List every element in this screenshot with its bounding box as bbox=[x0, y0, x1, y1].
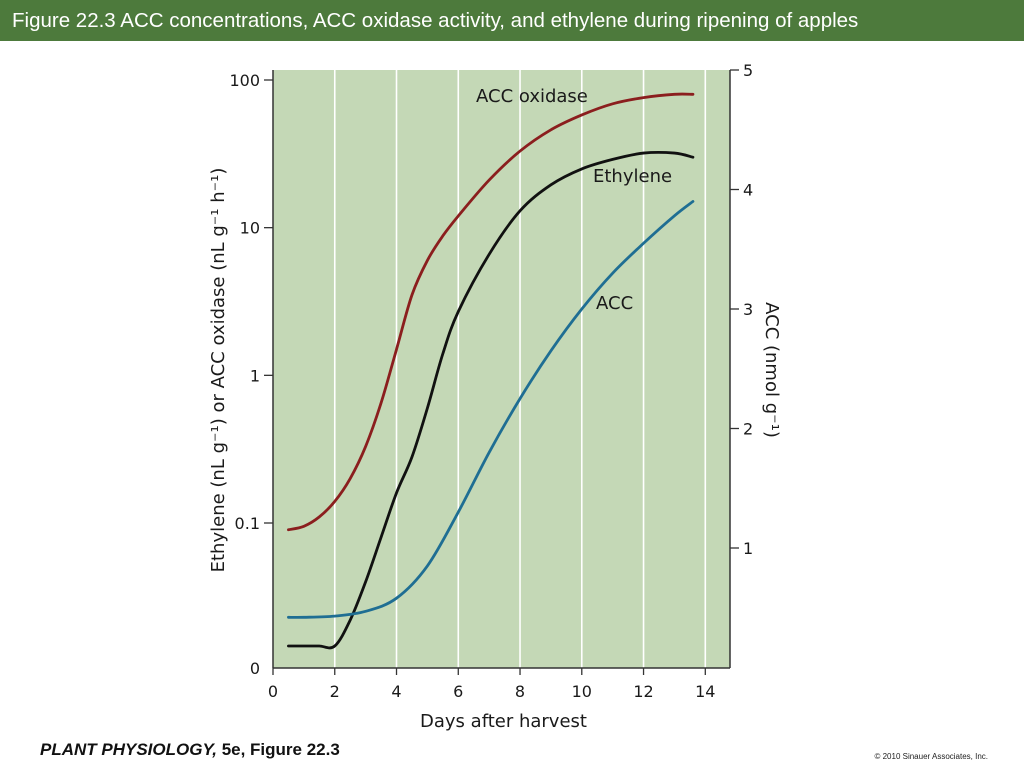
series-line-acc bbox=[287, 200, 695, 619]
x-tick-label-14: 14 bbox=[695, 682, 715, 701]
book-title: PLANT PHYSIOLOGY, bbox=[40, 740, 217, 759]
series-label-ethylene: Ethylene bbox=[593, 166, 672, 187]
x-tick-label-4: 4 bbox=[391, 682, 401, 701]
y-left-axis-label: Ethylene (nL g⁻¹) or ACC oxidase (nL g⁻¹… bbox=[208, 168, 229, 573]
series-line-acc-oxidase bbox=[287, 92, 695, 532]
x-axis-label: Days after harvest bbox=[420, 711, 587, 732]
series-line-ethylene bbox=[287, 151, 695, 650]
x-tick-label-12: 12 bbox=[633, 682, 653, 701]
y-left-tick-label-1: 1 bbox=[250, 366, 260, 385]
series-label-acc: ACC bbox=[596, 293, 633, 314]
plot-area bbox=[273, 70, 730, 668]
y-right-tick-label-5: 5 bbox=[743, 61, 753, 80]
y-right-tick-label-3: 3 bbox=[743, 300, 753, 319]
copyright-notice: © 2010 Sinauer Associates, Inc. bbox=[874, 752, 988, 761]
y-left-tick-label-10: 10 bbox=[240, 219, 260, 238]
y-right-tick-label-1: 1 bbox=[743, 539, 753, 558]
series-group bbox=[287, 92, 695, 650]
book-reference: PLANT PHYSIOLOGY, 5e, Figure 22.3 bbox=[40, 740, 340, 760]
page-title: Figure 22.3 ACC concentrations, ACC oxid… bbox=[0, 0, 1024, 41]
y-right-tick-label-4: 4 bbox=[743, 181, 753, 200]
x-tick-label-2: 2 bbox=[330, 682, 340, 701]
y-left-tick-label-100: 100 bbox=[229, 71, 260, 90]
x-tick-label-10: 10 bbox=[572, 682, 592, 701]
y-left-tick-label-0.1: 0.1 bbox=[235, 514, 260, 533]
x-tick-label-6: 6 bbox=[453, 682, 463, 701]
y-left-zero-label: 0 bbox=[250, 659, 260, 678]
x-tick-label-0: 0 bbox=[268, 682, 278, 701]
book-edition: 5e, Figure 22.3 bbox=[216, 740, 340, 759]
series-label-acc-oxidase: ACC oxidase bbox=[476, 86, 588, 107]
y-right-axis-label: ACC (nmol g⁻¹) bbox=[761, 302, 782, 438]
series-labels: ACC oxidase Ethylene ACC bbox=[476, 86, 672, 314]
x-tick-label-8: 8 bbox=[515, 682, 525, 701]
y-right-tick-label-2: 2 bbox=[743, 420, 753, 439]
